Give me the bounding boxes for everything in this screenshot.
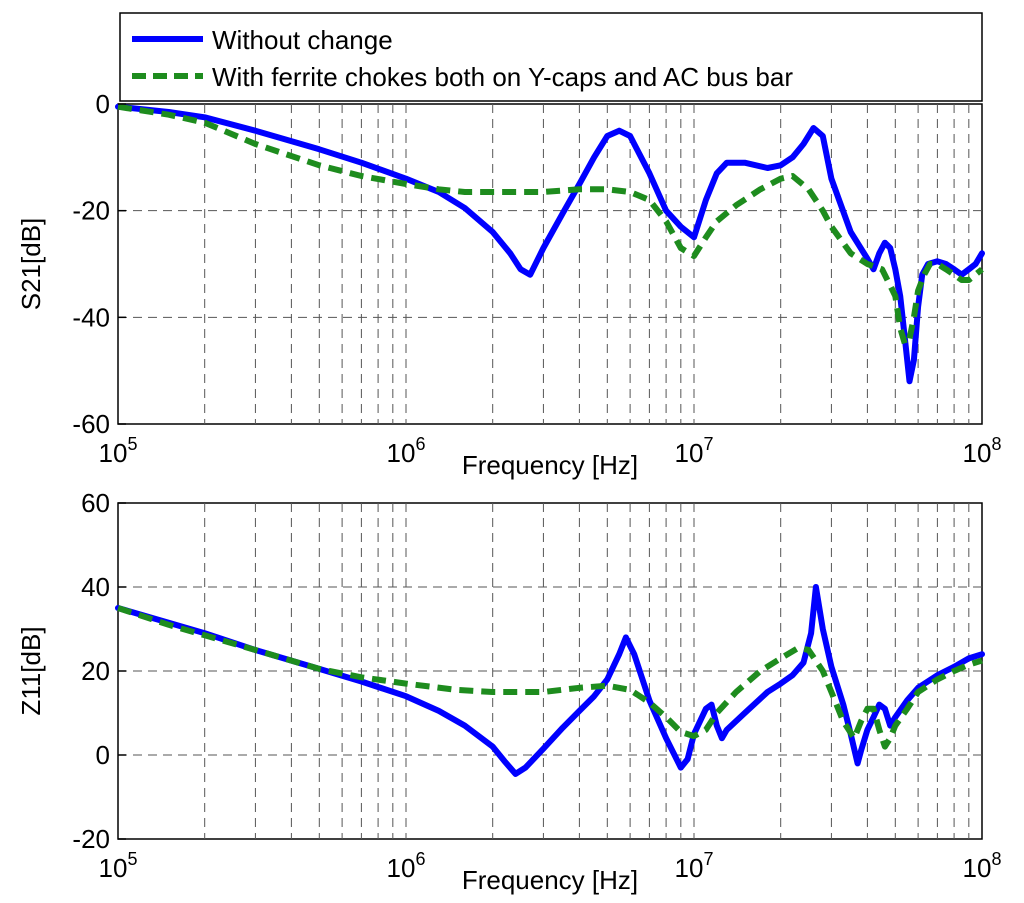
z11-x-tick-label: 108 <box>963 849 1002 883</box>
z11-x-tick-label: 105 <box>99 849 138 883</box>
z11-y-tick-label: 40 <box>81 572 110 602</box>
s21-plot-frame <box>117 103 983 425</box>
z11-x-axis-label: Frequency [Hz] <box>462 865 638 895</box>
s21-series-without-change <box>115 103 985 385</box>
s21-y-axis-label: S21[dB] <box>16 218 46 311</box>
z11-plot-frame <box>117 502 983 840</box>
z11-y-axis-label: Z11[dB] <box>16 626 46 715</box>
z11-series-without-change <box>115 584 985 777</box>
s21-y-tick-label: -60 <box>72 409 110 439</box>
z11-series-layer <box>115 584 985 777</box>
z11-x-tick-label: 107 <box>675 849 714 883</box>
z11-series-ferrite-chokes <box>117 605 983 750</box>
z11-x-tick-label: 106 <box>387 849 426 883</box>
s21-y-tick-label: -40 <box>72 302 110 332</box>
z11-grid <box>118 503 982 839</box>
s21-series-layer <box>115 103 985 385</box>
z11-y-tick-label: 0 <box>96 740 110 770</box>
legend-entry-without-change: Without change <box>212 25 393 55</box>
s21-x-tick-label: 108 <box>963 434 1002 468</box>
s21-x-axis-label: Frequency [Hz] <box>462 450 638 480</box>
legend: Without change With ferrite chokes both … <box>119 12 983 102</box>
legend-box <box>119 12 983 102</box>
legend-entry-ferrite-chokes: With ferrite chokes both on Y-caps and A… <box>212 62 793 92</box>
s21-series-ferrite-chokes <box>117 103 984 347</box>
z11-y-tick-label: -20 <box>72 824 110 854</box>
s21-x-tick-label: 106 <box>387 434 426 468</box>
z11-y-tick-label: 20 <box>81 656 110 686</box>
s21-y-tick-label: -20 <box>72 196 110 226</box>
s21-y-tick-label: 0 <box>96 89 110 119</box>
z11-y-tick-label: 60 <box>81 488 110 518</box>
s21-x-tick-label: 105 <box>99 434 138 468</box>
s21-x-tick-label: 107 <box>675 434 714 468</box>
